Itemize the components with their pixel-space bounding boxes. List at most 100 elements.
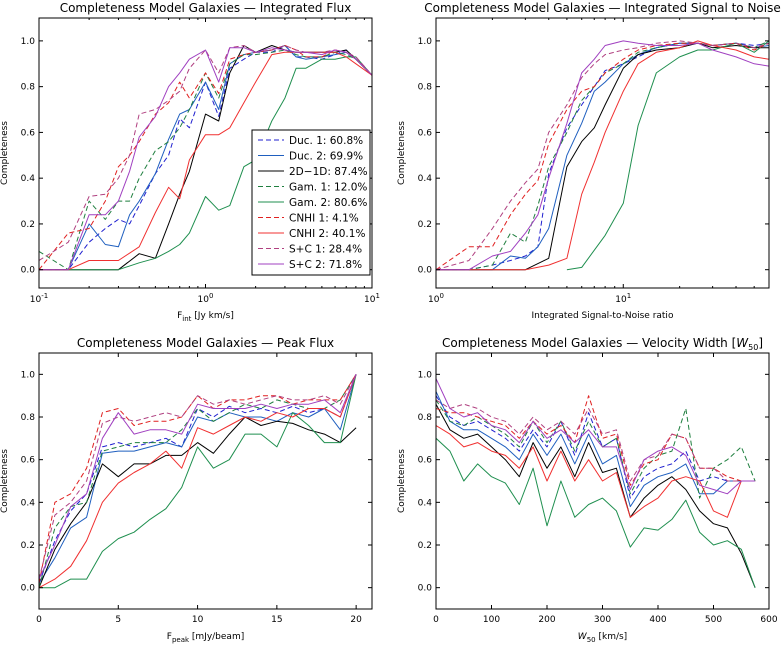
y-axis-label: Completeness [0, 449, 10, 513]
series-line-4 [39, 374, 357, 588]
plot-frame [435, 17, 770, 289]
chart-title: Completeness Model Galaxies — Velocity W… [442, 336, 763, 352]
x-tick-label: 200 [538, 615, 555, 625]
series-line-7 [436, 40, 769, 271]
legend-entry-3: 2D−1D: 87.4% [289, 166, 368, 178]
y-tick-label: 1.0 [21, 37, 36, 47]
y-tick-label: 0.0 [21, 266, 36, 276]
x-axis-label: Integrated Signal-to-Noise ratio [532, 311, 674, 321]
x-axis-label: W50 [km/s] [578, 632, 627, 644]
y-tick-label: 0.0 [418, 266, 433, 276]
series-line-9 [39, 47, 372, 271]
y-tick-label: 1.0 [418, 37, 433, 47]
y-tick-label: 1.0 [21, 370, 36, 380]
legend-entry-6: CNHI 1: 4.1% [289, 213, 359, 225]
y-tick-label: 0.6 [418, 456, 433, 466]
legend-entry-9: S+C 2: 71.8% [289, 259, 362, 271]
series-line-9 [436, 378, 756, 495]
series-line-1 [436, 395, 756, 499]
panel-3: 0.0 0.2 0.4 0.6 0.8 1.0 0 5 10 15 20 Completeness M… [0, 336, 373, 644]
series-line-1 [39, 374, 357, 584]
x-tick-label: 10 [192, 615, 204, 625]
series-line-4 [436, 399, 756, 499]
plot-frame [38, 352, 373, 610]
series-line-5 [436, 437, 756, 588]
y-tick-label: 0.4 [21, 498, 36, 508]
panel-1: 0.0 0.2 0.4 0.6 0.8 1.0 10-1 100 101 Completeness… [0, 1, 380, 323]
series-group [39, 374, 357, 589]
panel-2: 0.0 0.2 0.4 0.6 0.8 1.0 100 101 Completeness Mod… [397, 1, 781, 321]
legend-entry-4: Gam. 1: 12.0% [289, 182, 367, 194]
x-axis-label: Fint [Jy km/s] [177, 311, 234, 323]
series-line-2 [436, 391, 756, 508]
legend-entry-8: S+C 1: 28.4% [289, 244, 362, 256]
series-line-8 [39, 45, 372, 261]
legend-entry-2: Duc. 2: 69.9% [289, 151, 363, 163]
series-line-2 [39, 374, 357, 584]
series-line-8 [436, 40, 769, 271]
series-line-1 [436, 42, 769, 271]
series-line-8 [39, 374, 357, 580]
y-tick-label: 1.0 [418, 370, 433, 380]
y-tick-label: 0.2 [418, 541, 432, 551]
legend-entry-7: CNHI 2: 40.1% [289, 228, 365, 240]
legend: Duc. 1: 60.8% Duc. 2: 69.9% 2D−1D: 87.4% Ga… [251, 129, 371, 276]
series-group [436, 40, 769, 271]
x-tick-label: 101 [615, 292, 631, 305]
series-line-5 [39, 56, 372, 271]
y-tick-label: 0.4 [418, 174, 433, 184]
x-tick-label: 15 [271, 615, 282, 625]
series-line-3 [436, 403, 756, 588]
x-tick-label: 10-1 [30, 292, 48, 305]
series-line-7 [39, 51, 372, 271]
y-tick-label: 0.6 [21, 128, 36, 138]
x-tick-label: 5 [115, 615, 121, 625]
y-axis-label: Completeness [397, 449, 407, 513]
x-tick-label: 20 [350, 615, 362, 625]
y-tick-label: 0.8 [418, 83, 433, 93]
x-axis-label: Fpeak [mJy/beam] [167, 632, 244, 644]
y-tick-label: 0.0 [21, 584, 36, 594]
x-tick-label: 100 [428, 292, 444, 305]
y-tick-label: 0.8 [21, 83, 36, 93]
series-line-9 [39, 374, 357, 580]
series-line-2 [436, 42, 769, 271]
series-line-5 [39, 374, 357, 589]
y-tick-label: 0.8 [21, 413, 36, 423]
x-tick-label: 0 [433, 615, 439, 625]
chart-title: Completeness Model Galaxies — Integrated… [424, 1, 781, 15]
series-line-3 [39, 416, 357, 588]
y-tick-label: 0.2 [21, 541, 35, 551]
y-tick-label: 0.6 [21, 456, 36, 466]
y-axis-label: Completeness [397, 121, 407, 185]
legend-entry-1: Duc. 1: 60.8% [289, 135, 363, 147]
x-tick-label: 101 [364, 292, 380, 305]
x-tick-label: 600 [760, 615, 777, 625]
x-tick-label: 100 [483, 615, 500, 625]
x-tick-label: 500 [705, 615, 722, 625]
x-tick-label: 100 [198, 292, 214, 305]
chart-title: Completeness Model Galaxies — Integrated… [60, 1, 352, 15]
series-line-6 [436, 42, 769, 271]
chart-title: Completeness Model Galaxies — Peak Flux [77, 336, 334, 350]
series-line-9 [436, 40, 769, 271]
y-tick-label: 0.8 [418, 413, 433, 423]
y-tick-label: 0.0 [418, 584, 433, 594]
y-axis-label: Completeness [0, 121, 10, 185]
x-tick-label: 400 [649, 615, 666, 625]
y-tick-label: 0.4 [418, 498, 433, 508]
series-line-7 [39, 374, 357, 589]
series-line-4 [436, 40, 769, 271]
y-tick-label: 0.2 [21, 220, 35, 230]
legend-entry-5: Gam. 2: 80.6% [289, 197, 367, 209]
x-tick-label: 300 [594, 615, 611, 625]
series-line-8 [436, 399, 756, 482]
x-tick-label: 0 [36, 615, 42, 625]
series-line-6 [39, 374, 357, 584]
series-line-3 [436, 42, 769, 271]
panel-4: 0.0 0.2 0.4 0.6 0.8 1.0 0 100 200 300 400 500 600 Com… [397, 336, 778, 644]
y-tick-label: 0.4 [21, 174, 36, 184]
y-tick-label: 0.2 [418, 220, 432, 230]
y-tick-label: 0.6 [418, 128, 433, 138]
